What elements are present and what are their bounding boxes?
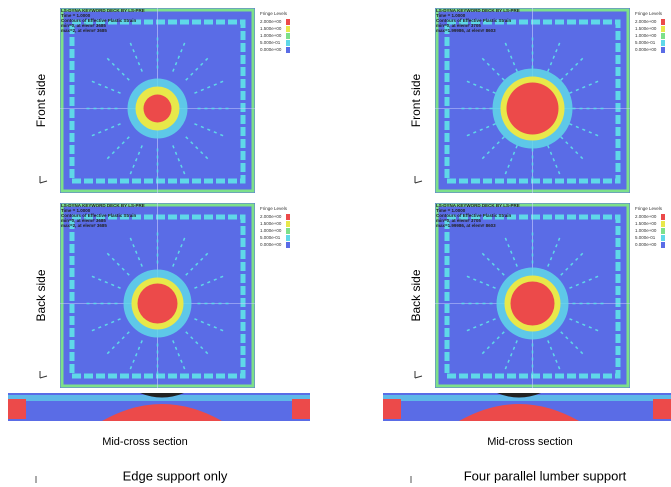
caption: Edge support only <box>123 468 228 483</box>
fringe-swatch <box>661 221 665 227</box>
strain-core <box>138 284 178 324</box>
section-label: Mid-cross section <box>487 436 573 448</box>
fringe-swatch <box>661 228 665 234</box>
fringe-level: 1.000e+00 <box>635 228 657 233</box>
fringe-level: 0.000e+00 <box>260 242 282 247</box>
panel-header: max=1.99986, at elem# 8603 <box>436 28 496 33</box>
fringe-level: 0.000e+00 <box>260 47 282 52</box>
fringe-level: 1.500e+00 <box>635 221 657 226</box>
fringe-level: 2.000e+00 <box>260 214 282 219</box>
fringe-swatch <box>286 19 290 25</box>
fringe-swatch <box>286 214 290 220</box>
fringe-level: 0.000e+00 <box>635 242 657 247</box>
fringe-swatch <box>661 40 665 46</box>
section-edge <box>653 399 671 419</box>
fringe-swatch <box>286 40 290 46</box>
fringe-swatch <box>286 26 290 32</box>
fringe-level: 5.000e-01 <box>260 235 281 240</box>
side-label: Front side <box>34 73 48 127</box>
section-edge <box>8 399 26 419</box>
fringe-swatch <box>661 235 665 241</box>
strain-core <box>507 83 559 135</box>
axis-triad <box>40 181 47 183</box>
fringe-swatch <box>286 228 290 234</box>
fringe-swatch <box>661 242 665 248</box>
axis-triad <box>40 376 47 378</box>
fringe-level: 1.000e+00 <box>635 33 657 38</box>
fringe-swatch <box>286 33 290 39</box>
side-label: Back side <box>34 269 48 321</box>
fringe-level: 1.500e+00 <box>260 26 282 31</box>
figure: LS-DYNA KEYWORD DECK BY LS-PRETime = 1.0… <box>0 0 671 487</box>
panel-header: max=1.99986, at elem# 8603 <box>436 223 496 228</box>
fringe-title: Fringe Levels <box>260 11 288 16</box>
fringe-swatch <box>286 47 290 53</box>
panel-header: max=2, at elem# 3685 <box>61 223 107 228</box>
caption: Four parallel lumber support <box>464 468 627 483</box>
fringe-swatch <box>661 19 665 25</box>
fringe-title: Fringe Levels <box>260 206 288 211</box>
panel-header: max=2, at elem# 3685 <box>61 28 107 33</box>
fringe-level: 1.000e+00 <box>260 228 282 233</box>
side-label: Front side <box>409 73 423 127</box>
axis-triad <box>415 181 422 183</box>
fringe-level: 1.000e+00 <box>260 33 282 38</box>
fringe-swatch <box>286 242 290 248</box>
fringe-level: 5.000e-01 <box>635 40 656 45</box>
fringe-level: 2.000e+00 <box>635 214 657 219</box>
fringe-swatch <box>286 235 290 241</box>
section-edge <box>292 399 310 419</box>
fringe-level: 2.000e+00 <box>635 19 657 24</box>
fringe-level: 1.500e+00 <box>260 221 282 226</box>
fringe-level: 5.000e-01 <box>260 40 281 45</box>
fringe-swatch <box>661 214 665 220</box>
fringe-swatch <box>286 221 290 227</box>
fringe-swatch <box>661 33 665 39</box>
fringe-swatch <box>661 26 665 32</box>
fringe-level: 5.000e-01 <box>635 235 656 240</box>
fringe-swatch <box>661 47 665 53</box>
fringe-title: Fringe Levels <box>635 11 663 16</box>
fringe-level: 0.000e+00 <box>635 47 657 52</box>
section-edge <box>383 399 401 419</box>
strain-core <box>144 95 172 123</box>
side-label: Back side <box>409 269 423 321</box>
axis-triad <box>415 376 422 378</box>
fringe-title: Fringe Levels <box>635 206 663 211</box>
fringe-level: 2.000e+00 <box>260 19 282 24</box>
section-label: Mid-cross section <box>102 436 188 448</box>
fringe-level: 1.500e+00 <box>635 26 657 31</box>
strain-core <box>511 282 555 326</box>
